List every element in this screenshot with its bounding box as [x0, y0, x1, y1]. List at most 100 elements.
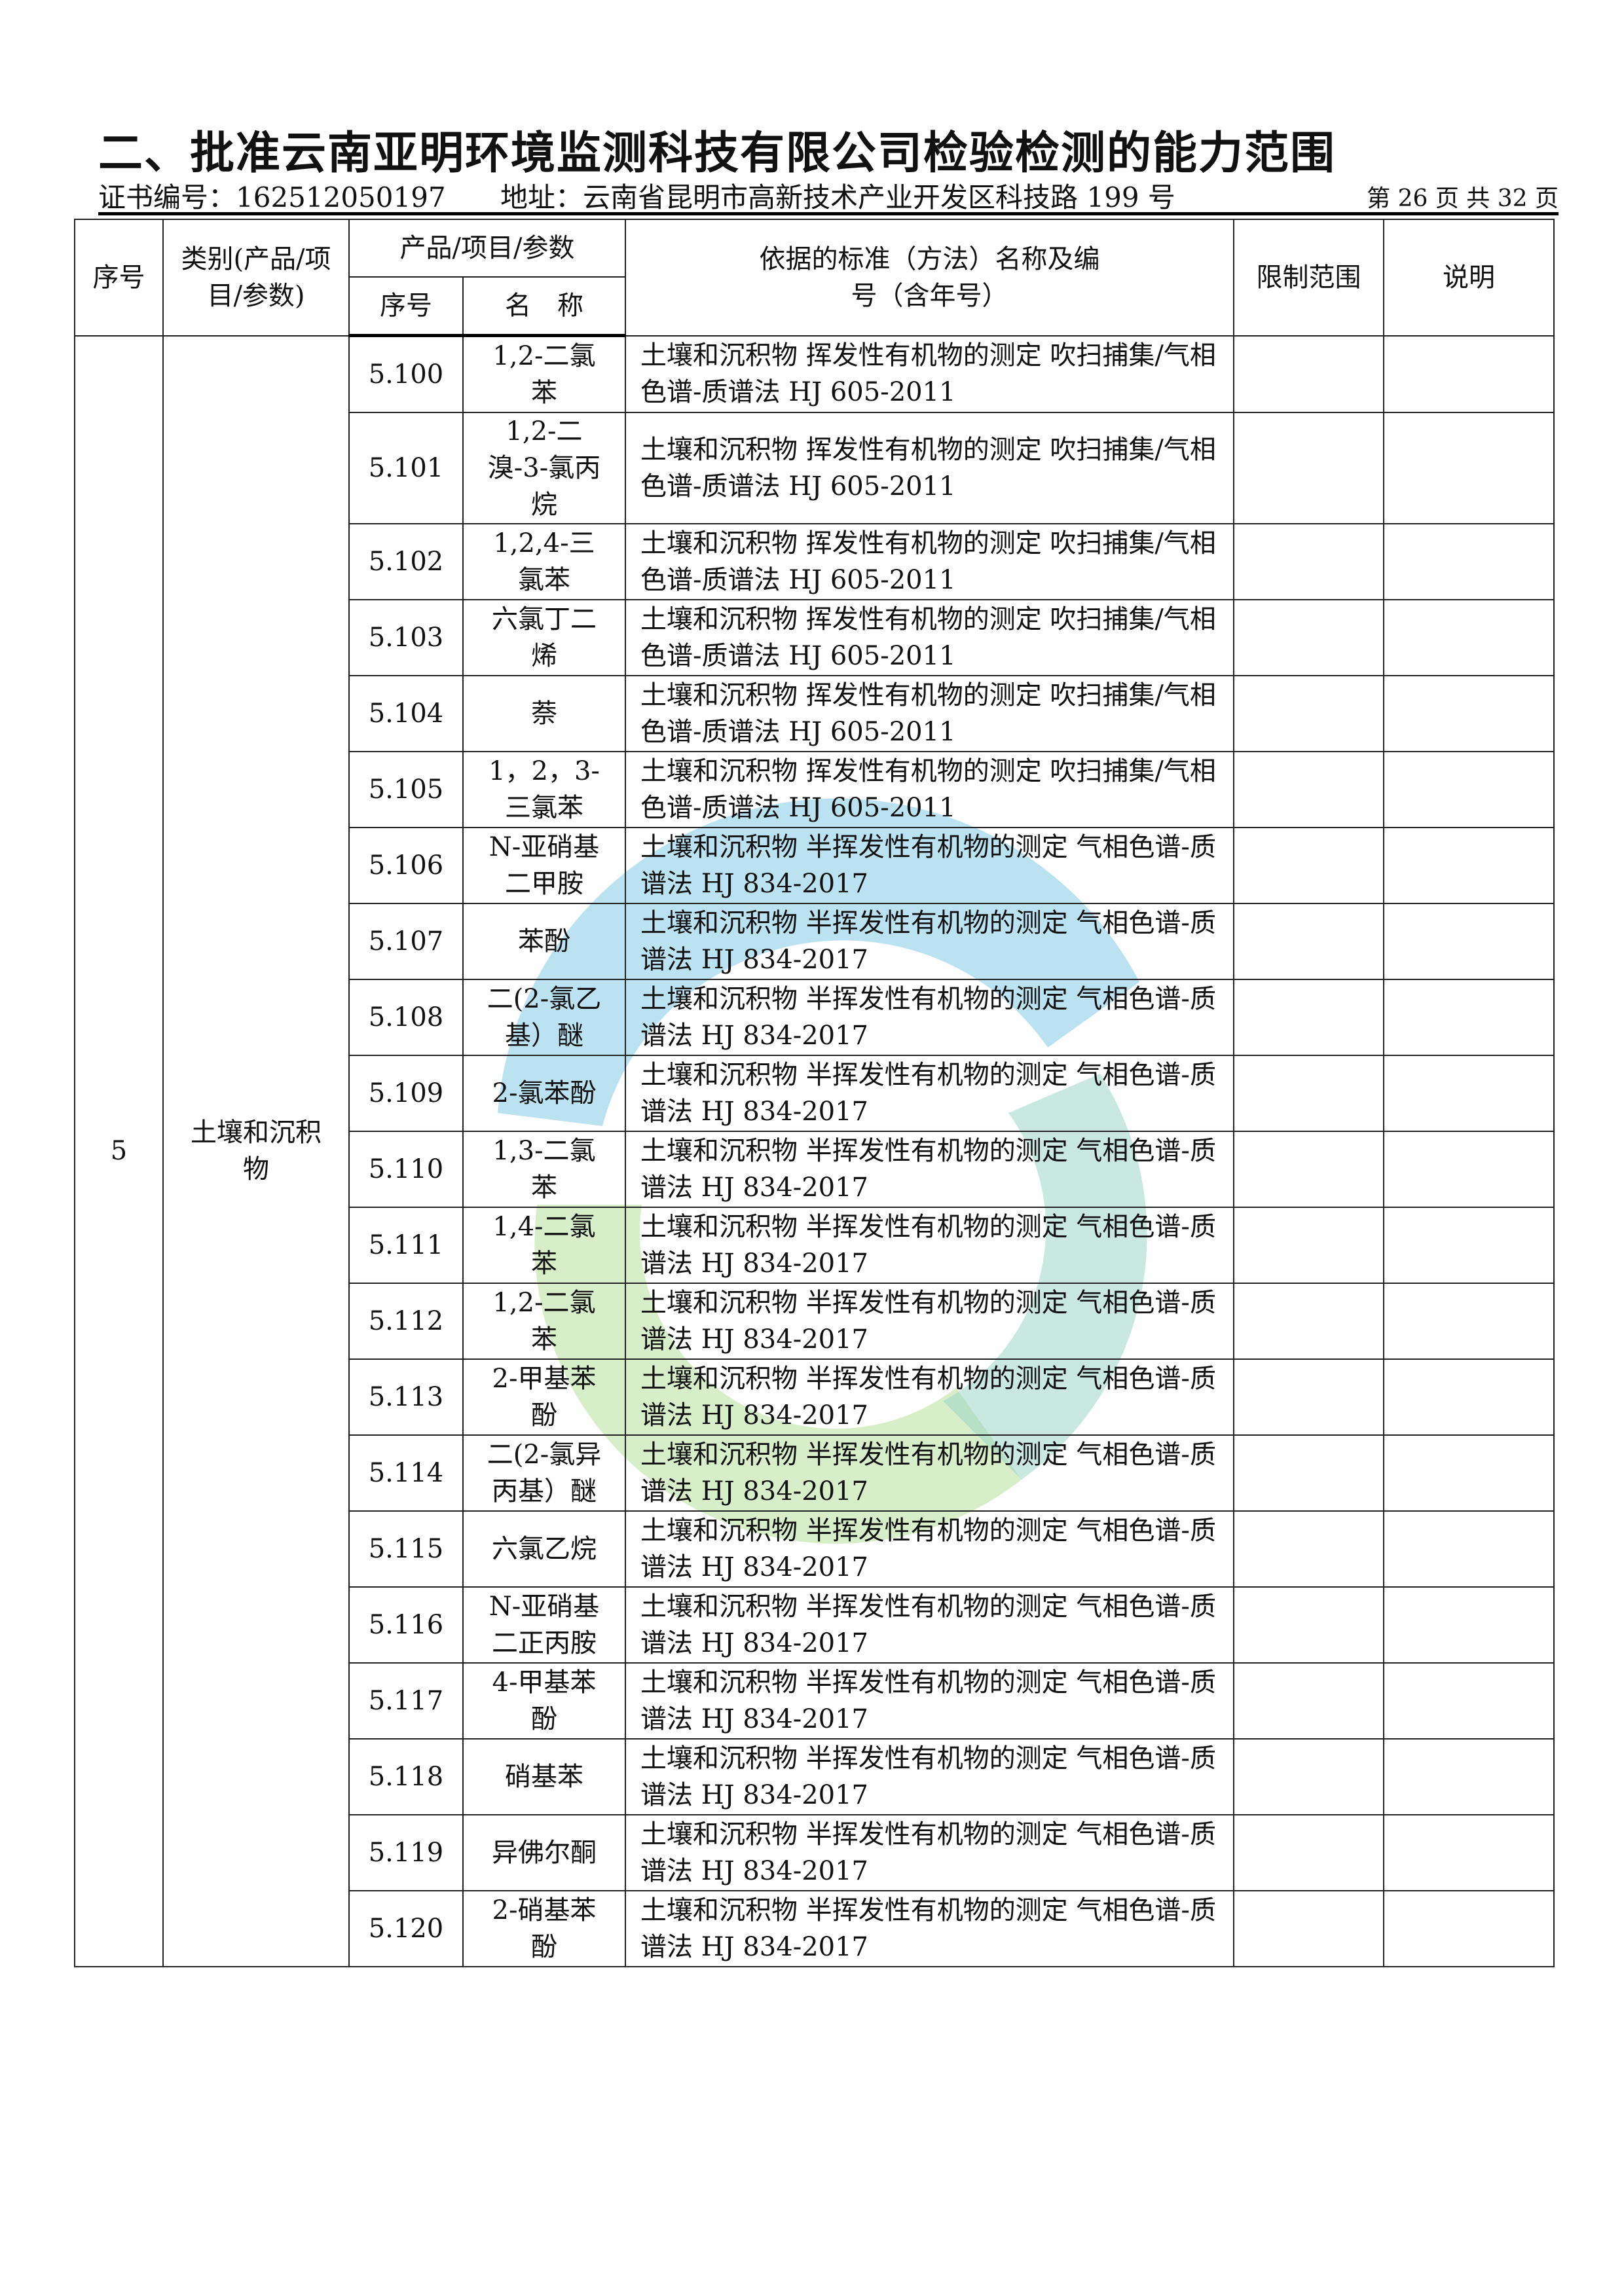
item-name: N-亚硝基二甲胺 — [462, 827, 626, 904]
item-name: 1,4-二氯苯 — [462, 1207, 626, 1284]
item-number: 5.109 — [348, 1055, 464, 1132]
table-row: 5.101 1,2-二溴-3-氯丙烷 土壤和沉积物 挥发性有机物的测定 吹扫捕集/气… — [75, 412, 1555, 524]
item-note — [1383, 1283, 1555, 1360]
item-limit — [1233, 903, 1384, 980]
item-limit — [1233, 979, 1384, 1056]
item-number: 5.104 — [348, 675, 464, 752]
item-limit — [1233, 675, 1384, 752]
table-row: 5.118 硝基苯 土壤和沉积物 半挥发性有机物的测定 气相色谱-质谱法 HJ 83… — [75, 1738, 1555, 1815]
table-row: 5.117 4-甲基苯酚 土壤和沉积物 半挥发性有机物的测定 气相色谱-质谱法 HJ… — [75, 1662, 1555, 1740]
item-note — [1383, 1814, 1555, 1891]
item-limit — [1233, 1434, 1384, 1512]
item-note — [1383, 1890, 1555, 1967]
table-row: 5.113 2-甲基苯酚 土壤和沉积物 半挥发性有机物的测定 气相色谱-质谱法 HJ… — [75, 1358, 1555, 1436]
page-number: 第 26 页 共 32 页 — [1367, 185, 1559, 212]
item-name: 1,3-二氯苯 — [462, 1131, 626, 1208]
item-standard: 土壤和沉积物 半挥发性有机物的测定 气相色谱-质谱法 HJ 834-2017 — [625, 1510, 1234, 1588]
item-standard: 土壤和沉积物 半挥发性有机物的测定 气相色谱-质谱法 HJ 834-2017 — [625, 827, 1234, 904]
item-note — [1383, 1131, 1555, 1208]
item-number: 5.102 — [348, 523, 464, 600]
item-limit — [1233, 1207, 1384, 1284]
table-row: 5.111 1,4-二氯苯 土壤和沉积物 半挥发性有机物的测定 气相色谱-质谱法 H… — [75, 1207, 1555, 1284]
item-note — [1383, 675, 1555, 752]
table-row: 5.112 1,2-二氯苯 土壤和沉积物 半挥发性有机物的测定 气相色谱-质谱法 H… — [75, 1283, 1555, 1360]
item-name: 1,2-二溴-3-氯丙烷 — [462, 412, 626, 524]
header-note: 说明 — [1383, 219, 1555, 337]
item-number: 5.118 — [348, 1738, 464, 1815]
item-standard: 土壤和沉积物 半挥发性有机物的测定 气相色谱-质谱法 HJ 834-2017 — [625, 979, 1234, 1056]
table-row: 5.114 二(2-氯异丙基）醚 土壤和沉积物 半挥发性有机物的测定 气相色谱-质谱… — [75, 1434, 1555, 1512]
group-category: 土壤和沉积物 — [162, 335, 350, 1967]
item-number: 5.111 — [348, 1207, 464, 1284]
item-standard: 土壤和沉积物 半挥发性有机物的测定 气相色谱-质谱法 HJ 834-2017 — [625, 1890, 1234, 1967]
item-name: 六氯乙烷 — [462, 1510, 626, 1588]
item-note — [1383, 335, 1555, 413]
item-number: 5.113 — [348, 1358, 464, 1436]
item-name: 1，2，3-三氯苯 — [462, 751, 626, 828]
item-number: 5.116 — [348, 1586, 464, 1664]
item-standard: 土壤和沉积物 半挥发性有机物的测定 气相色谱-质谱法 HJ 834-2017 — [625, 1738, 1234, 1815]
item-number: 5.112 — [348, 1283, 464, 1360]
table-row: 5.119 异佛尔酮 土壤和沉积物 半挥发性有机物的测定 气相色谱-质谱法 HJ 8… — [75, 1814, 1555, 1891]
item-standard: 土壤和沉积物 挥发性有机物的测定 吹扫捕集/气相色谱-质谱法 HJ 605-20… — [625, 412, 1234, 524]
item-number: 5.101 — [348, 412, 464, 524]
certificate-info-line: 证书编号：162512050197 地址：云南省昆明市高新技术产业开发区科技路 … — [98, 175, 1559, 215]
table-row: 5 土壤和沉积物 5.100 1,2-二氯苯 土壤和沉积物 挥发性有机物的测定 吹扫捕集… — [74, 335, 1555, 1967]
item-name: 1,2-二氯苯 — [462, 335, 626, 413]
item-standard: 土壤和沉积物 半挥发性有机物的测定 气相色谱-质谱法 HJ 834-2017 — [625, 1055, 1234, 1132]
item-number: 5.115 — [348, 1510, 464, 1588]
item-name: 2-硝基苯酚 — [462, 1890, 626, 1967]
item-limit — [1233, 599, 1384, 676]
item-limit — [1233, 1586, 1384, 1664]
item-standard: 土壤和沉积物 挥发性有机物的测定 吹扫捕集/气相色谱-质谱法 HJ 605-20… — [625, 523, 1234, 600]
group-seq: 5 — [74, 335, 164, 1967]
header-sub-name: 名 称 — [462, 276, 626, 337]
item-note — [1383, 1662, 1555, 1740]
item-number: 5.110 — [348, 1131, 464, 1208]
table-row: 5.116 N-亚硝基二正丙胺 土壤和沉积物 半挥发性有机物的测定 气相色谱-质谱法… — [75, 1586, 1555, 1664]
item-limit — [1233, 1358, 1384, 1436]
item-limit — [1233, 1055, 1384, 1132]
address: 地址：云南省昆明市高新技术产业开发区科技路 199 号 — [500, 181, 1175, 213]
item-note — [1383, 1358, 1555, 1436]
table-row: 5.108 二(2-氯乙基）醚 土壤和沉积物 半挥发性有机物的测定 气相色谱-质谱法… — [75, 979, 1555, 1056]
item-note — [1383, 751, 1555, 828]
item-number: 5.108 — [348, 979, 464, 1056]
item-name: 苯酚 — [462, 903, 626, 980]
table-row: 5.120 2-硝基苯酚 土壤和沉积物 半挥发性有机物的测定 气相色谱-质谱法 HJ… — [75, 1890, 1555, 1967]
item-name: 2-氯苯酚 — [462, 1055, 626, 1132]
item-name: 异佛尔酮 — [462, 1814, 626, 1891]
item-number: 5.103 — [348, 599, 464, 676]
item-standard: 土壤和沉积物 半挥发性有机物的测定 气相色谱-质谱法 HJ 834-2017 — [625, 1662, 1234, 1740]
page-title: 二、批准云南亚明环境监测科技有限公司检验检测的能力范围 — [98, 128, 1337, 179]
header-seq: 序号 — [74, 219, 164, 337]
item-name: 六氯丁二烯 — [462, 599, 626, 676]
capability-table: 序号 类别(产品/项目/参数) 产品/项目/参数 依据的标准（方法）名称及编号（… — [74, 219, 1555, 1967]
item-name: N-亚硝基二正丙胺 — [462, 1586, 626, 1664]
item-number: 5.105 — [348, 751, 464, 828]
item-note — [1383, 827, 1555, 904]
item-limit — [1233, 1814, 1384, 1891]
table-row: 5.110 1,3-二氯苯 土壤和沉积物 半挥发性有机物的测定 气相色谱-质谱法 H… — [75, 1131, 1555, 1208]
item-standard: 土壤和沉积物 挥发性有机物的测定 吹扫捕集/气相色谱-质谱法 HJ 605-20… — [625, 675, 1234, 752]
item-note — [1383, 903, 1555, 980]
table-row: 5.105 1，2，3-三氯苯 土壤和沉积物 挥发性有机物的测定 吹扫捕集/气相色谱… — [75, 751, 1555, 828]
header-standard: 依据的标准（方法）名称及编号（含年号） — [625, 219, 1234, 337]
item-standard: 土壤和沉积物 半挥发性有机物的测定 气相色谱-质谱法 HJ 834-2017 — [625, 1207, 1234, 1284]
item-number: 5.119 — [348, 1814, 464, 1891]
item-standard: 土壤和沉积物 半挥发性有机物的测定 气相色谱-质谱法 HJ 834-2017 — [625, 1358, 1234, 1436]
table-row: 5.102 1,2,4-三氯苯 土壤和沉积物 挥发性有机物的测定 吹扫捕集/气相色谱… — [75, 523, 1555, 600]
item-standard: 土壤和沉积物 半挥发性有机物的测定 气相色谱-质谱法 HJ 834-2017 — [625, 1814, 1234, 1891]
item-standard: 土壤和沉积物 挥发性有机物的测定 吹扫捕集/气相色谱-质谱法 HJ 605-20… — [625, 335, 1234, 413]
item-note — [1383, 1434, 1555, 1512]
item-limit — [1233, 1738, 1384, 1815]
item-limit — [1233, 1283, 1384, 1360]
table-row: 5.104 萘土壤和沉积物 挥发性有机物的测定 吹扫捕集/气相色谱-质谱法 HJ … — [75, 675, 1555, 752]
item-note — [1383, 1055, 1555, 1132]
table-row: 5.107 苯酚 土壤和沉积物 半挥发性有机物的测定 气相色谱-质谱法 HJ 834… — [75, 903, 1555, 980]
item-limit — [1233, 751, 1384, 828]
item-standard: 土壤和沉积物 半挥发性有机物的测定 气相色谱-质谱法 HJ 834-2017 — [625, 1434, 1234, 1512]
item-note — [1383, 1207, 1555, 1284]
item-number: 5.106 — [348, 827, 464, 904]
item-limit — [1233, 523, 1384, 600]
